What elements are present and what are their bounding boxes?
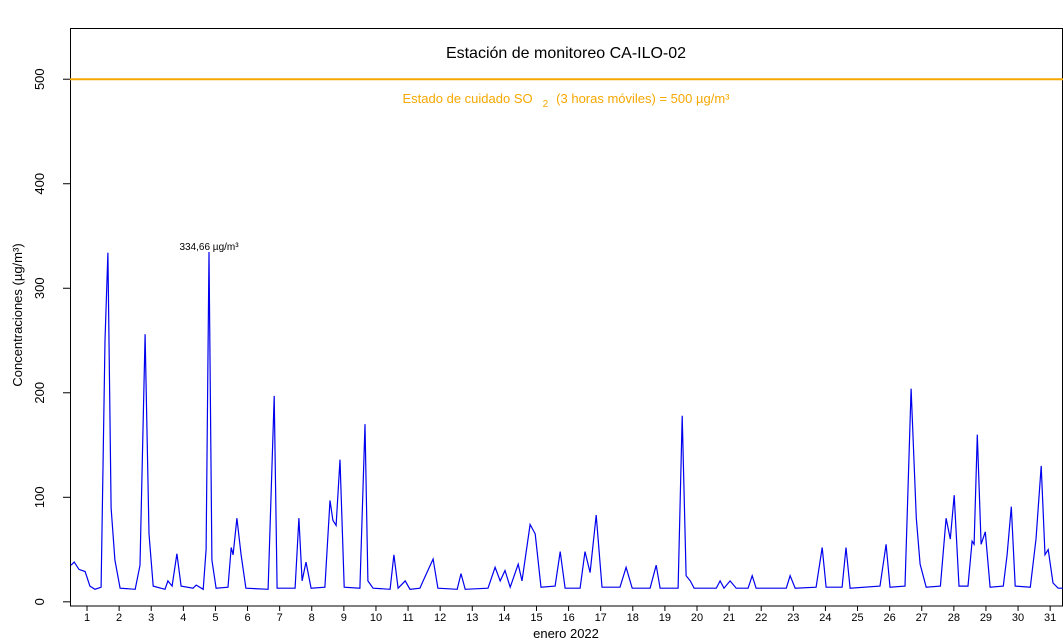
x-tick-label: 21 <box>723 612 735 624</box>
y-tick-label: 500 <box>32 68 47 90</box>
x-tick-label: 31 <box>1044 612 1056 624</box>
x-tick-label: 4 <box>180 612 186 624</box>
plot-box <box>70 28 1063 607</box>
x-tick-label: 9 <box>341 612 347 624</box>
data-line <box>70 251 1063 591</box>
x-tick-label: 14 <box>498 612 510 624</box>
x-tick-label: 11 <box>402 612 413 624</box>
y-tick-label: 100 <box>32 486 47 508</box>
reference-label-sub: 2 <box>543 99 549 110</box>
x-tick-label: 6 <box>244 612 250 624</box>
reference-label-main: Estado de cuidado SO <box>403 91 533 106</box>
x-tick-label: 22 <box>755 612 767 624</box>
x-tick-label: 20 <box>691 612 703 624</box>
y-tick-label: 200 <box>32 382 47 404</box>
x-tick-label: 15 <box>530 612 542 624</box>
x-tick-label: 28 <box>948 612 960 624</box>
x-axis-label: enero 2022 <box>533 626 599 641</box>
x-tick-label: 12 <box>434 612 446 624</box>
chart-title: Estación de monitoreo CA-ILO-02 <box>446 45 686 62</box>
reference-label-rest: (3 horas móviles) = 500 µg/m³ <box>556 91 730 106</box>
x-tick-label: 17 <box>595 612 607 624</box>
y-tick-label: 300 <box>32 277 47 299</box>
x-tick-label: 3 <box>148 612 154 624</box>
x-tick-label: 18 <box>627 612 639 624</box>
x-tick-label: 10 <box>370 612 382 624</box>
x-tick-label: 8 <box>309 612 315 624</box>
x-tick-label: 16 <box>562 612 574 624</box>
x-tick-label: 13 <box>466 612 478 624</box>
x-tick-label: 27 <box>916 612 928 624</box>
reference-label: Estado de cuidado SO 2 (3 horas móviles) =… <box>403 91 731 110</box>
x-tick-label: 25 <box>851 612 863 624</box>
y-tick-label: 400 <box>32 173 47 195</box>
x-tick-label: 24 <box>819 612 831 624</box>
x-tick-label: 7 <box>277 612 283 624</box>
y-tick-label: 0 <box>32 598 47 605</box>
x-tick-label: 26 <box>884 612 896 624</box>
x-tick-label: 23 <box>787 612 799 624</box>
x-tick-label: 2 <box>116 612 122 624</box>
annotation: 334,66 µg/m³ <box>179 242 239 253</box>
x-tick-label: 1 <box>84 612 90 624</box>
x-tick-label: 30 <box>1012 612 1024 624</box>
x-tick-label: 29 <box>980 612 992 624</box>
x-tick-label: 19 <box>659 612 671 624</box>
x-tick-label: 5 <box>212 612 218 624</box>
y-axis-label: Concentraciones (µg/m³) <box>10 243 25 386</box>
